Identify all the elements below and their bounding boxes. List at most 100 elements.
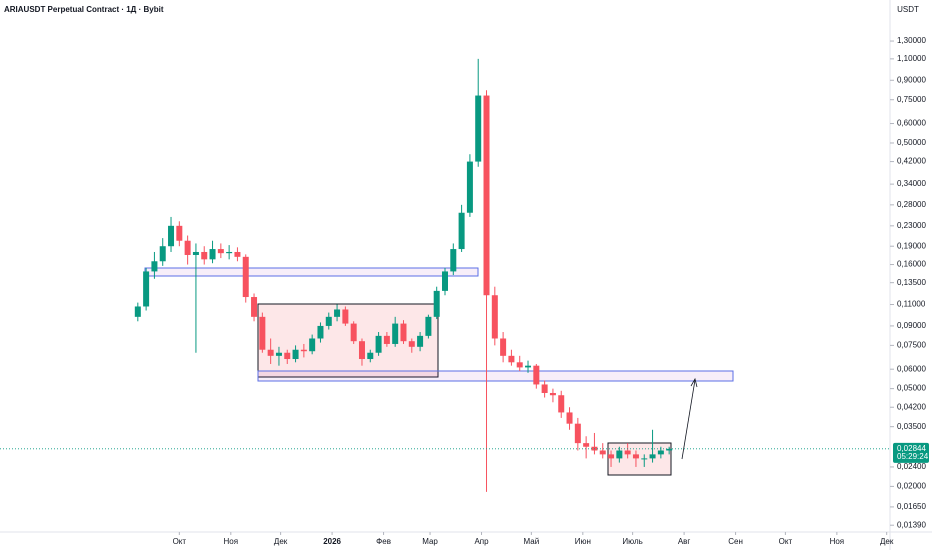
candle-body [475, 95, 482, 162]
zone [144, 267, 479, 277]
y-tick-label: 0,11000 [897, 300, 926, 309]
candle-body [508, 355, 515, 363]
x-tick-label: Июн [575, 537, 591, 546]
y-tick-label: 0,05000 [897, 384, 926, 393]
currency-label: USDT [897, 5, 919, 14]
candle-body [425, 316, 432, 336]
x-tick-label: Окт [779, 537, 793, 546]
candle-body [334, 309, 341, 317]
x-tick-label: Дек [274, 537, 288, 546]
x-tick-label: Мар [422, 537, 438, 546]
candle-body [558, 395, 565, 413]
x-tick-label: Апр [474, 537, 489, 546]
candle-body [450, 249, 457, 272]
candle-body [292, 349, 299, 360]
candle-body [525, 365, 532, 368]
x-tick-label: Ноя [830, 537, 845, 546]
y-tick-label: 0,09000 [897, 321, 926, 330]
y-tick-label: 1,30000 [897, 36, 926, 45]
y-tick-label: 0,02000 [897, 481, 926, 490]
candle-body [176, 225, 183, 241]
countdown-label: 05:29:24 [897, 452, 929, 461]
candle-body [624, 450, 631, 455]
candle-body [566, 412, 573, 424]
zone [257, 370, 734, 382]
y-tick-label: 0,19000 [897, 241, 926, 250]
candle-body [325, 316, 332, 326]
drawings [144, 267, 734, 476]
y-tick-label: 0,01390 [897, 520, 926, 529]
candle-body [533, 365, 540, 385]
candle-body [234, 251, 241, 257]
candle-body [392, 323, 399, 344]
arrow [681, 379, 696, 460]
candle-body [641, 458, 648, 460]
y-tick-label: 0,23000 [897, 221, 926, 230]
candle-body [226, 251, 233, 254]
candle-body [317, 325, 324, 339]
y-tick-label: 0,04200 [897, 402, 926, 411]
candle-body [300, 349, 307, 352]
candle-body [367, 352, 374, 360]
candle-body [251, 297, 258, 317]
candle-body [433, 290, 440, 317]
candle-body [275, 352, 282, 356]
candle-body [184, 240, 191, 255]
candle-body [267, 349, 274, 356]
candle-body [143, 271, 150, 307]
y-tick-label: 0,13500 [897, 278, 926, 287]
candle-body [483, 95, 490, 296]
candle-body [516, 362, 523, 368]
range-box [607, 442, 672, 476]
axes: 1,30000 1,10000 0,90000 0,75000 0,60000 0,500… [173, 36, 927, 546]
candle-body [616, 450, 623, 459]
candle-body [383, 335, 390, 344]
candle-body [217, 249, 224, 254]
candle-body [284, 352, 291, 360]
candle-body [417, 335, 424, 347]
candle-body [574, 423, 581, 444]
candle-body [458, 212, 465, 250]
candle-body [500, 338, 507, 356]
arrow-head [690, 377, 698, 388]
candle-body [168, 225, 175, 247]
y-tick-label: 0,02400 [897, 462, 926, 471]
x-tick-label: Авг [678, 537, 691, 546]
candle-body [350, 323, 357, 342]
x-tick-label: Фев [376, 537, 391, 546]
candle-body [375, 335, 382, 353]
candle-body [151, 261, 158, 272]
y-tick-label: 0,07500 [897, 340, 926, 349]
y-tick-label: 0,03500 [897, 422, 926, 431]
candle-body [608, 454, 615, 459]
candle-body [358, 341, 365, 360]
candles [134, 58, 673, 492]
last-price-tag [893, 442, 929, 463]
x-tick-label: Окт [173, 537, 187, 546]
x-tick-label: Дек [880, 537, 894, 546]
x-tick-label: Ноя [224, 537, 239, 546]
candle-body [666, 448, 673, 451]
y-tick-label: 0,50000 [897, 138, 926, 147]
candle-body [342, 309, 349, 324]
y-tick-label: 0,28000 [897, 200, 926, 209]
candle-body [541, 384, 548, 393]
x-tick-label: Сен [728, 537, 743, 546]
candle-body [192, 251, 199, 255]
candle-body [583, 443, 590, 447]
candle-body [632, 454, 639, 459]
x-tick-label: Июль [622, 537, 642, 546]
candle-body [400, 323, 407, 342]
candle-body [259, 316, 266, 350]
candle-body [657, 450, 664, 455]
candle-body [408, 341, 415, 347]
candle-body [466, 161, 473, 213]
y-tick-label: 0,42000 [897, 157, 926, 166]
y-tick-label: 1,10000 [897, 54, 926, 63]
y-tick-label: 0,90000 [897, 75, 926, 84]
y-tick-label: 0,01650 [897, 502, 926, 511]
candle-body [649, 454, 656, 459]
x-tick-label: Май [524, 537, 540, 546]
last-price-label: 0,02844 [897, 444, 926, 453]
